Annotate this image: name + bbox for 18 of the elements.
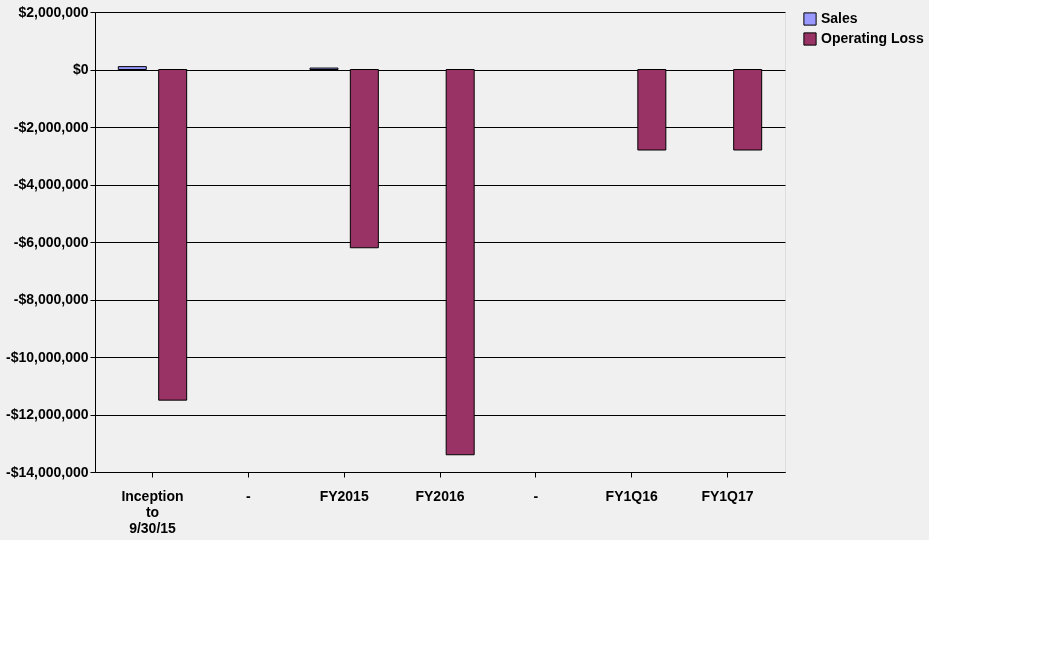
y-tick-label: -$6,000,000 — [13, 233, 89, 250]
y-tick-label: $0 — [72, 61, 89, 77]
y-tick-label: -$4,000,000 — [13, 176, 89, 192]
x-tick-label: Inception to 9/30/15 — [121, 487, 184, 536]
y-tick-label: -$10,000,000 — [5, 348, 89, 365]
x-tick-label: - — [246, 487, 251, 504]
x-tick-label: FY1Q17 — [701, 487, 754, 504]
legend-label: Operating Loss — [821, 30, 924, 46]
y-tick-label: -$8,000,000 — [13, 291, 89, 307]
x-tick-label: FY2015 — [319, 487, 369, 504]
y-tick-label: -$2,000,000 — [13, 118, 89, 135]
legend-label: Sales — [821, 10, 858, 26]
x-tick-label: - — [533, 487, 539, 504]
y-tick-label: -$14,000,000 — [5, 463, 89, 480]
y-tick-label: $2,000,000 — [18, 3, 89, 20]
x-tick-label: FY1Q16 — [605, 487, 658, 504]
y-tick-label: -$12,000,000 — [5, 406, 89, 422]
x-tick-label: FY2016 — [415, 487, 465, 504]
